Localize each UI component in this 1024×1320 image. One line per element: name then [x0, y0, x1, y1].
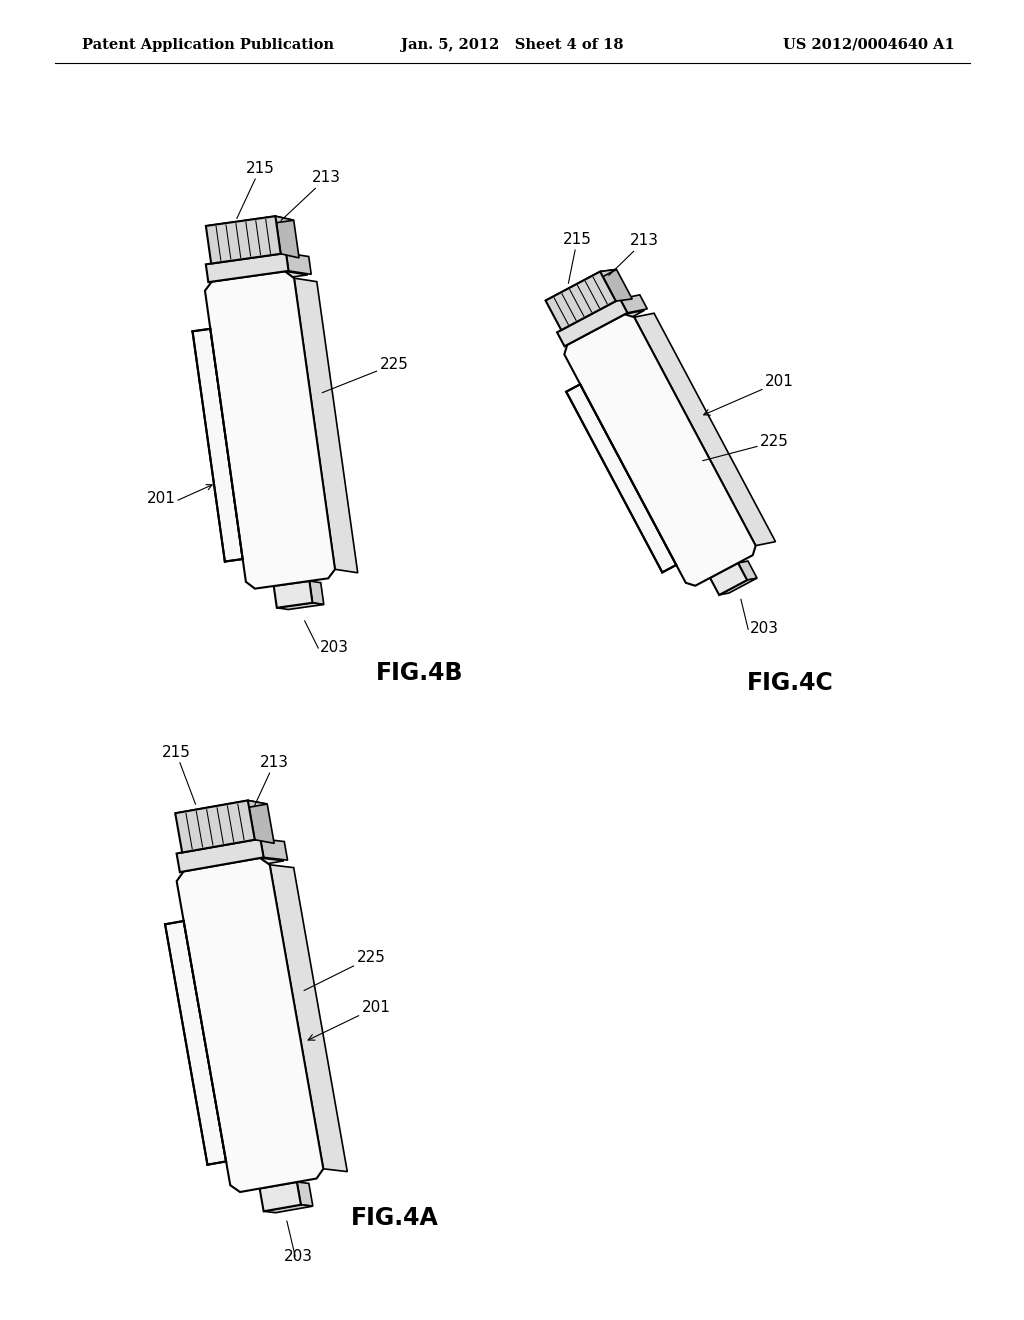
- Text: FIG.4A: FIG.4A: [351, 1206, 439, 1230]
- Text: US 2012/0004640 A1: US 2012/0004640 A1: [783, 38, 955, 51]
- Text: 201: 201: [147, 491, 176, 506]
- Text: 201: 201: [308, 999, 390, 1040]
- Text: Patent Application Publication: Patent Application Publication: [82, 38, 334, 51]
- Polygon shape: [212, 272, 308, 285]
- Text: 213: 213: [254, 755, 289, 807]
- Polygon shape: [546, 269, 616, 301]
- Polygon shape: [193, 329, 243, 561]
- Text: 215: 215: [237, 161, 274, 219]
- Polygon shape: [177, 858, 324, 1192]
- Polygon shape: [260, 1181, 301, 1212]
- Polygon shape: [710, 564, 748, 595]
- Polygon shape: [286, 253, 311, 275]
- Polygon shape: [175, 800, 267, 817]
- Polygon shape: [183, 858, 284, 874]
- Text: 215: 215: [563, 232, 592, 284]
- Polygon shape: [564, 314, 756, 586]
- Text: 213: 213: [609, 234, 658, 276]
- Polygon shape: [206, 216, 294, 230]
- Polygon shape: [566, 384, 676, 573]
- Polygon shape: [269, 865, 347, 1172]
- Polygon shape: [273, 581, 312, 607]
- Polygon shape: [175, 800, 255, 853]
- Polygon shape: [263, 1205, 313, 1213]
- Polygon shape: [248, 800, 274, 843]
- Polygon shape: [634, 313, 775, 545]
- Polygon shape: [165, 921, 226, 1164]
- Polygon shape: [567, 310, 644, 345]
- Polygon shape: [275, 216, 299, 257]
- Polygon shape: [206, 253, 289, 282]
- Text: 203: 203: [751, 622, 779, 636]
- Polygon shape: [719, 578, 757, 595]
- Text: 203: 203: [321, 640, 349, 655]
- Text: Jan. 5, 2012   Sheet 4 of 18: Jan. 5, 2012 Sheet 4 of 18: [400, 38, 624, 51]
- Polygon shape: [276, 603, 324, 610]
- Polygon shape: [176, 838, 263, 873]
- Polygon shape: [260, 838, 288, 861]
- Text: 203: 203: [284, 1249, 312, 1265]
- Polygon shape: [294, 279, 357, 573]
- Polygon shape: [206, 216, 281, 264]
- Text: 213: 213: [281, 170, 341, 220]
- Polygon shape: [600, 269, 632, 301]
- Polygon shape: [205, 272, 335, 589]
- Text: 215: 215: [162, 744, 196, 804]
- Text: 225: 225: [702, 434, 788, 461]
- Text: 225: 225: [323, 356, 409, 393]
- Text: 225: 225: [304, 950, 385, 990]
- Text: FIG.4C: FIG.4C: [746, 671, 834, 696]
- Text: 201: 201: [703, 375, 794, 416]
- Polygon shape: [738, 561, 757, 579]
- Polygon shape: [309, 581, 324, 605]
- Polygon shape: [557, 298, 628, 346]
- Text: FIG.4B: FIG.4B: [376, 661, 464, 685]
- Polygon shape: [297, 1181, 313, 1206]
- Polygon shape: [546, 272, 615, 330]
- Polygon shape: [620, 294, 647, 313]
